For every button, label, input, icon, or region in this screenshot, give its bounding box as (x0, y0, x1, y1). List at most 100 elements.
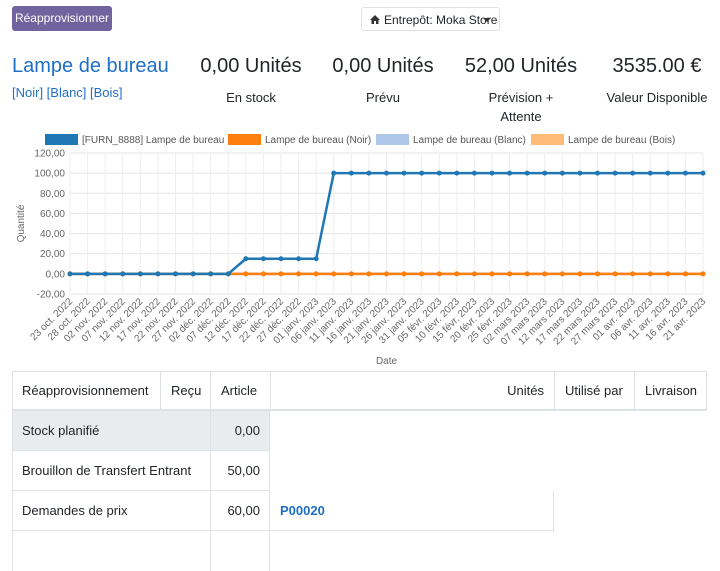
screen: Réapprovisionner Entrepôt: Moka Store La… (12, 6, 709, 571)
data-point (595, 170, 600, 176)
data-point (384, 170, 389, 176)
data-point (524, 271, 530, 277)
data-point (419, 271, 425, 277)
data-point (471, 170, 477, 176)
data-point (577, 170, 583, 176)
replenish-button[interactable]: Réapprovisionner (12, 6, 112, 31)
row-label: Stock planifié (22, 423, 100, 438)
stat-value: 52,00 Unités (464, 55, 578, 77)
data-point (366, 271, 372, 277)
data-point (137, 271, 143, 277)
legend-swatch (228, 134, 261, 145)
stat-value: 0,00 Unités (200, 55, 302, 77)
data-point (278, 256, 284, 262)
data-point (260, 271, 266, 277)
data-point (489, 170, 495, 176)
data-point (507, 271, 513, 277)
data-point (278, 271, 284, 277)
data-point (208, 271, 214, 277)
data-point (190, 271, 196, 277)
data-point (243, 271, 249, 277)
legend-label: Lampe de bureau (Blanc) (413, 135, 526, 146)
product-name[interactable]: Lampe de bureau (12, 55, 169, 77)
home-icon (370, 15, 380, 24)
y-axis-title: Quantité (16, 204, 27, 242)
column-header: Reçu (160, 371, 210, 411)
table-row (12, 411, 270, 451)
data-point (348, 271, 354, 277)
data-point (682, 170, 688, 176)
data-point (85, 271, 91, 277)
row-quantity: 50,00 (210, 451, 270, 491)
y-tick-label: 40,00 (40, 229, 65, 240)
data-point (348, 170, 354, 176)
data-point (296, 271, 302, 277)
column-header: Réapprovisionnement (22, 383, 149, 398)
data-point (507, 170, 513, 176)
data-point (559, 170, 565, 176)
data-point (67, 271, 73, 277)
data-point (471, 271, 477, 277)
data-point (612, 170, 618, 176)
data-point (454, 170, 460, 176)
table-row (12, 451, 270, 491)
legend-label: [FURN_8888] Lampe de bureau (82, 135, 224, 146)
page: {"toolbar": {"button": "Réapprovisionner… (12, 6, 709, 571)
legend-swatch (45, 134, 78, 145)
data-point (366, 170, 372, 176)
data-point (595, 271, 600, 277)
row-label: Brouillon de Transfert Entrant (22, 463, 192, 478)
data-point (331, 271, 337, 277)
column-header: Livraison (634, 371, 707, 411)
data-point (419, 170, 425, 176)
data-point (102, 271, 108, 277)
stat-value: 0,00 Unités (332, 55, 434, 77)
table-row (12, 491, 270, 531)
data-point (225, 271, 231, 277)
data-point (700, 170, 706, 176)
legend-label: Lampe de bureau (Noir) (265, 135, 371, 146)
warehouse-label: Entrepôt: Moka Store (384, 13, 498, 27)
data-point (647, 271, 653, 277)
y-tick-label: 100,00 (34, 169, 65, 180)
table: Réapprovisionnement Reçu Article Unités Util… (12, 371, 707, 571)
data-point (630, 170, 636, 176)
y-tick-label: -20,00 (37, 290, 66, 301)
row-document-link[interactable]: P00020 (270, 491, 554, 531)
y-tick-label: 20,00 (40, 249, 65, 260)
warehouse-dropdown[interactable]: Entrepôt: Moka Store (361, 7, 500, 31)
data-point (436, 170, 442, 176)
data-point (331, 170, 337, 176)
legend-swatch (376, 134, 409, 145)
column-header: Utilisé par (554, 371, 634, 411)
data-point (577, 271, 583, 277)
data-point (489, 271, 495, 277)
data-point (612, 271, 618, 277)
y-tick-label: 80,00 (40, 189, 65, 200)
data-point (700, 271, 706, 277)
data-point (260, 256, 266, 262)
row-quantity: 60,00 (210, 491, 270, 531)
data-point (524, 170, 530, 176)
data-point (384, 271, 389, 277)
data-point (682, 271, 688, 277)
row-label: Demandes de prix (22, 503, 128, 518)
y-tick-label: 120,00 (34, 149, 65, 160)
data-point (665, 271, 671, 277)
legend-swatch (531, 134, 564, 145)
table-row-divider (210, 531, 211, 571)
x-axis-title: Date (376, 356, 398, 367)
legend-label: Lampe de bureau (Bois) (568, 135, 675, 146)
column-header: Unités (270, 371, 554, 411)
data-point (542, 271, 548, 277)
product-variants[interactable]: [Noir] [Blanc] [Bois] (12, 85, 123, 100)
data-point (542, 170, 548, 176)
data-point (120, 271, 126, 277)
y-tick-label: 60,00 (40, 209, 65, 220)
data-point (401, 271, 407, 277)
data-point (173, 271, 178, 277)
data-point (665, 170, 671, 176)
caret (483, 18, 491, 22)
stat-label: Prévu (366, 90, 400, 105)
column-header: Article (210, 371, 270, 411)
